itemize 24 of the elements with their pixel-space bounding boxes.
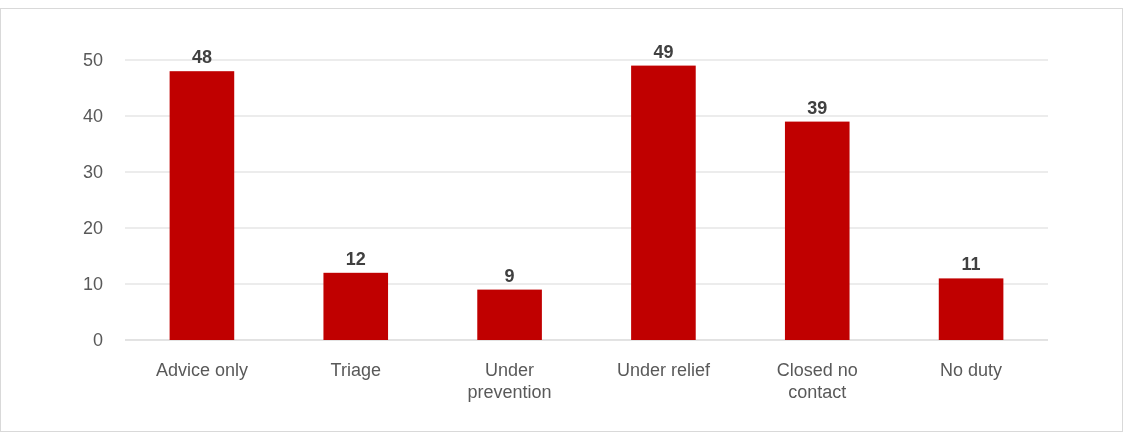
y-tick-label: 30 — [82, 162, 103, 183]
x-tick-label: Under relief — [616, 360, 711, 380]
x-tick-label: Advice only — [155, 360, 248, 380]
x-tick-label: Closed no contact — [776, 360, 858, 402]
y-tick-label: 40 — [82, 106, 103, 127]
data-label: 48 — [191, 47, 212, 68]
x-tick-label: Under prevention — [467, 360, 552, 402]
bar — [938, 278, 1004, 340]
x-tick-label: Triage — [330, 360, 381, 380]
bar — [477, 289, 542, 340]
y-tick-label: 20 — [82, 218, 103, 239]
y-tick-label: 50 — [82, 50, 103, 71]
bar — [784, 121, 850, 340]
y-tick-label: 0 — [92, 330, 103, 351]
bar — [323, 272, 389, 340]
data-label: 9 — [504, 265, 515, 286]
data-label: 49 — [653, 41, 674, 62]
y-tick-label: 10 — [82, 274, 103, 295]
data-label: 12 — [345, 248, 366, 269]
x-tick-label: No duty — [940, 360, 1003, 380]
bar — [631, 65, 696, 340]
data-label: 11 — [961, 254, 981, 275]
data-label: 39 — [807, 97, 828, 118]
bar — [169, 71, 235, 340]
